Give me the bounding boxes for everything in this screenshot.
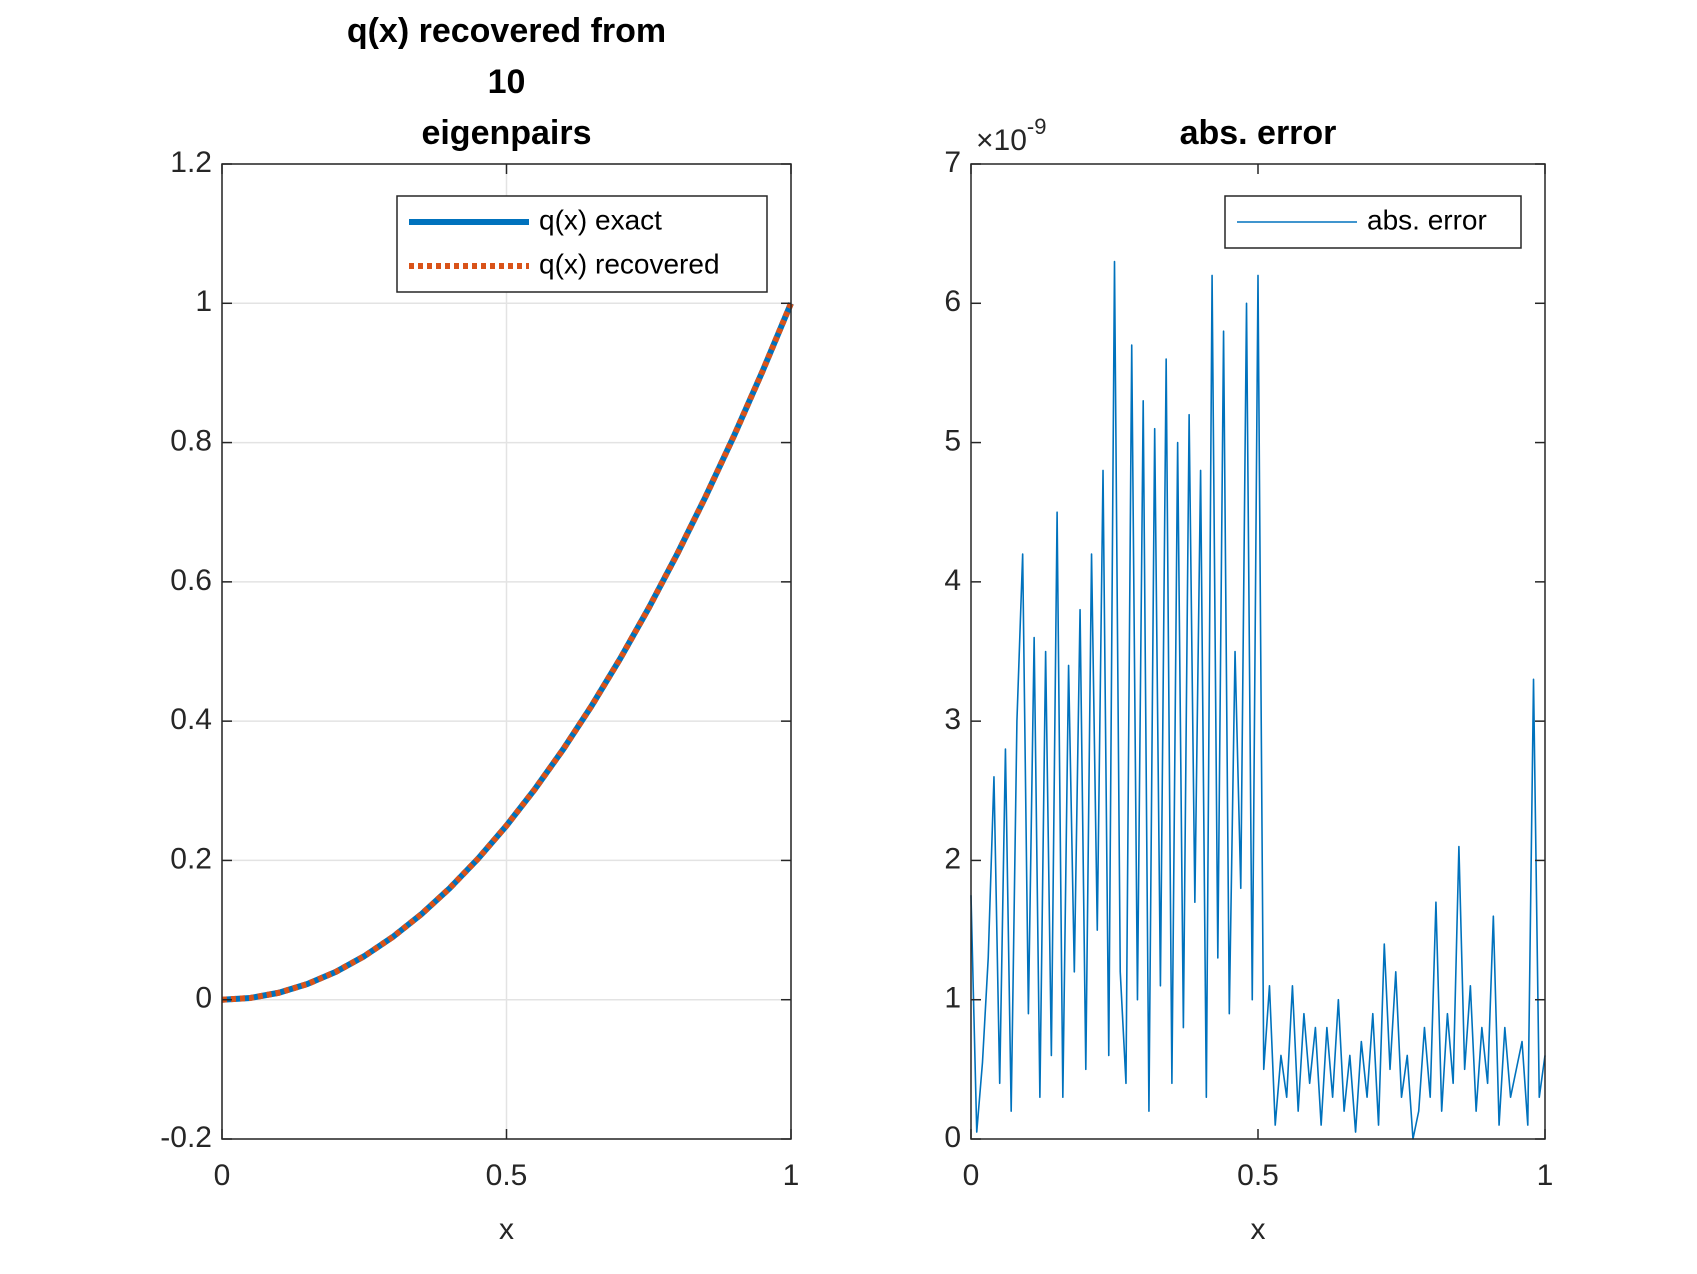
- chart-title: eigenpairs: [421, 114, 591, 152]
- x-tick-label: 0: [963, 1159, 980, 1192]
- chart-title: 10: [488, 63, 526, 101]
- y-multiplier-base: ×10: [976, 124, 1027, 157]
- data-line: [970, 260, 1546, 1140]
- y-tick-label: 0.6: [170, 564, 212, 597]
- y-tick-label: 5: [944, 424, 961, 457]
- legend-label: abs. error: [1367, 204, 1487, 235]
- legend-label: q(x) exact: [539, 204, 662, 235]
- chart-title: q(x) recovered from: [347, 12, 666, 50]
- y-tick-label: -0.2: [160, 1121, 212, 1154]
- x-tick-label: 1: [783, 1159, 800, 1192]
- legend-box: [396, 195, 768, 293]
- x-tick-label: 0.5: [1237, 1159, 1279, 1192]
- x-tick-label: 0.5: [486, 1159, 528, 1192]
- legend-label: q(x) recovered: [539, 248, 720, 279]
- y-multiplier: ×10-9: [976, 114, 1046, 157]
- y-tick-label: 4: [944, 564, 961, 597]
- legend-box: [1224, 195, 1522, 249]
- x-tick-label: 0: [214, 1159, 231, 1192]
- y-tick-label: 0.8: [170, 424, 212, 457]
- x-axis-label: x: [499, 1213, 514, 1246]
- data-line: [221, 302, 794, 1003]
- y-tick-label: 0.2: [170, 842, 212, 875]
- y-tick-label: 7: [944, 146, 961, 179]
- y-tick-label: 0: [944, 1121, 961, 1154]
- chart-title: abs. error: [1180, 114, 1337, 152]
- x-tick-label: 1: [1537, 1159, 1554, 1192]
- y-tick-label: 1: [195, 285, 212, 318]
- y-tick-label: 2: [944, 842, 961, 875]
- x-axis-label: x: [1251, 1213, 1266, 1246]
- y-tick-label: 0: [195, 982, 212, 1015]
- y-tick-label: 3: [944, 703, 961, 736]
- y-tick-label: 1.2: [170, 146, 212, 179]
- y-multiplier-exponent: -9: [1027, 114, 1047, 139]
- y-tick-label: 1: [944, 982, 961, 1015]
- y-tick-label: 0.4: [170, 703, 212, 736]
- y-tick-label: 6: [944, 285, 961, 318]
